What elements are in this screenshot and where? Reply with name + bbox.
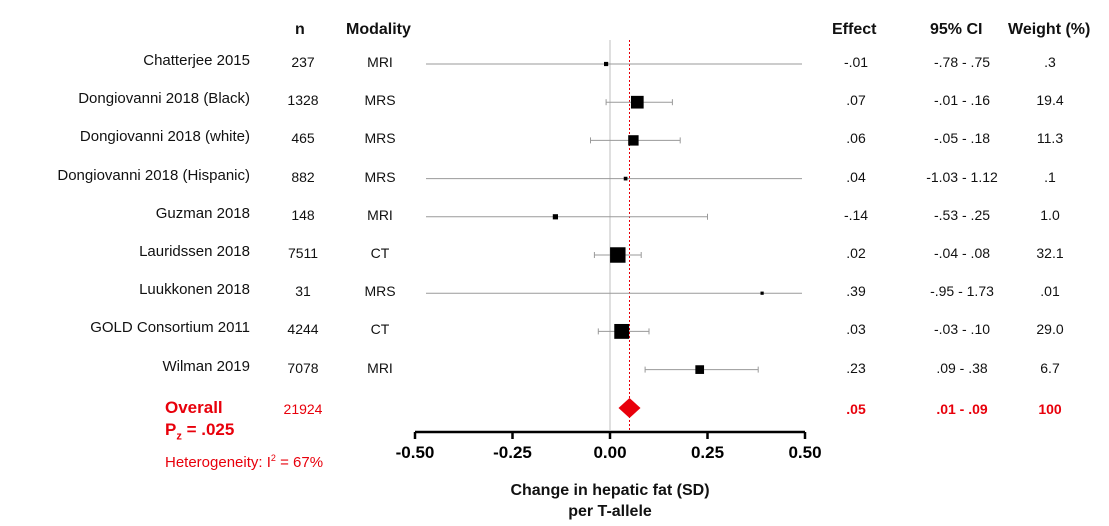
study-name: Chatterjee 2015 [143, 52, 250, 69]
study-ci: -.04 - .08 [933, 245, 991, 261]
study-name: Dongiovanni 2018 (Hispanic) [57, 166, 250, 184]
study-n: 237 [291, 54, 315, 70]
overall-n: 21924 [283, 401, 323, 417]
x-axis-title: Change in hepatic fat (SD) [510, 482, 710, 499]
effect-header: Effect [832, 21, 877, 38]
study-weight: 29.0 [1036, 321, 1064, 338]
modality-header: Modality [346, 21, 411, 38]
study-name: Dongiovanni 2018 (Black) [78, 90, 250, 108]
x-tick-label: 0.00 [593, 443, 626, 462]
study-weight: 1.0 [1040, 206, 1060, 223]
x-axis-title-line2: per T-allele [568, 503, 652, 520]
study-weight: .01 [1040, 283, 1060, 300]
heterogeneity-superscript: 2 [270, 453, 276, 463]
effect-marker [628, 135, 639, 146]
effect-marker [623, 176, 628, 181]
study-modality: CT [370, 245, 390, 261]
study-n: 882 [291, 168, 315, 185]
effect-marker [630, 95, 644, 109]
study-weight: 11.3 [1036, 130, 1064, 147]
study-weight: 19.4 [1036, 92, 1064, 109]
x-tick-label: 0.25 [691, 443, 724, 462]
study-modality: MRI [367, 54, 393, 70]
study-name: Lauridssen 2018 [139, 243, 250, 260]
study-effect: .06 [846, 130, 866, 147]
study-modality: MRI [367, 206, 393, 223]
study-ci: -1.03 - 1.12 [926, 168, 998, 185]
study-name: Guzman 2018 [155, 204, 250, 222]
study-weight: 6.7 [1040, 359, 1060, 376]
study-n: 7078 [287, 359, 319, 376]
x-tick-label: -0.50 [396, 443, 435, 462]
study-n: 31 [295, 283, 311, 300]
heterogeneity-label: Heterogeneity: I [165, 454, 271, 471]
heterogeneity-value: = 67% [275, 454, 324, 471]
study-effect: .04 [846, 168, 866, 185]
study-n: 465 [291, 130, 315, 147]
study-name: GOLD Consortium 2011 [90, 319, 250, 337]
study-ci: -.53 - .25 [933, 206, 991, 223]
study-ci: -.03 - .10 [933, 321, 991, 338]
study-name: Luukkonen 2018 [139, 281, 250, 299]
study-ci: -.78 - .75 [933, 54, 991, 70]
overall-label: Overall [165, 398, 223, 417]
study-ci: .09 - .38 [936, 359, 988, 376]
study-name: Dongiovanni 2018 (white) [79, 128, 250, 146]
study-effect: -.01 [843, 54, 869, 70]
study-effect: .23 [846, 359, 866, 376]
study-modality: MRI [367, 359, 393, 376]
study-effect: -.14 [843, 206, 869, 223]
study-weight: 32.1 [1036, 245, 1064, 261]
study-modality: MRS [364, 92, 396, 109]
pz-label: P [165, 420, 177, 439]
pooled-diamond [618, 398, 641, 418]
study-modality: CT [370, 321, 390, 338]
x-tick-label: 0.50 [788, 443, 821, 462]
study-effect: .02 [846, 245, 866, 261]
study-n: 7511 [287, 245, 319, 261]
study-ci: -.01 - .16 [933, 92, 991, 109]
effect-marker [614, 323, 630, 339]
study-effect: .03 [846, 321, 866, 338]
heterogeneity-statistic: Heterogeneity: I2 = 67% [165, 453, 323, 471]
effect-marker [610, 247, 626, 263]
overall-ci: .01 - .09 [936, 401, 988, 417]
study-n: 1328 [287, 92, 319, 109]
ci-header: 95% CI [930, 21, 983, 38]
overall-weight: 100 [1038, 401, 1062, 417]
study-modality: MRS [364, 168, 396, 185]
study-weight: .1 [1044, 168, 1056, 185]
study-effect: .07 [846, 92, 866, 109]
pz-statistic: Pz = .025 [165, 420, 234, 442]
effect-marker [603, 61, 609, 67]
study-n: 4244 [287, 321, 319, 338]
effect-marker [760, 291, 764, 295]
weight-header: Weight (%) [1008, 21, 1091, 38]
study-modality: MRS [364, 283, 396, 300]
pz-value: = .025 [181, 420, 235, 439]
study-name: Wilman 2019 [162, 357, 250, 375]
study-modality: MRS [364, 130, 396, 147]
effect-marker [552, 214, 558, 220]
n-header: n [295, 21, 305, 38]
study-n: 148 [291, 206, 315, 223]
study-ci: -.05 - .18 [933, 130, 991, 147]
pz-subscript: z [176, 430, 182, 443]
study-ci: -.95 - 1.73 [930, 283, 994, 300]
study-effect: .39 [846, 283, 866, 300]
x-tick-label: -0.25 [493, 443, 532, 462]
overall-effect: .05 [846, 401, 866, 417]
effect-marker [695, 365, 705, 374]
study-weight: .3 [1044, 54, 1056, 70]
